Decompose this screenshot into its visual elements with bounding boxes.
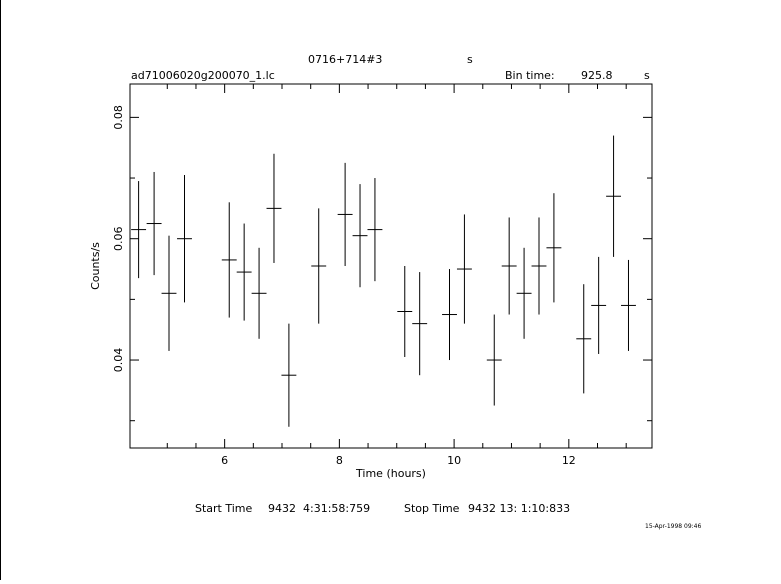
data-point (367, 178, 383, 282)
data-point (146, 171, 162, 276)
data-point (266, 153, 282, 263)
start-time-label: Start Time (195, 502, 253, 515)
source-unit: s (467, 53, 473, 66)
bin-time-unit: s (644, 69, 650, 82)
source-name: 0716+714#3 (308, 53, 382, 66)
axis-ticks (130, 84, 652, 448)
data-point (576, 284, 592, 394)
data-point (486, 314, 502, 406)
x-axis-label: Time (hours) (355, 467, 426, 480)
data-point (621, 259, 636, 351)
data-point (221, 202, 237, 318)
file-name: ad71006020g200070_1.lc (131, 69, 275, 82)
bin-time-value: 925.8 (581, 69, 613, 82)
date-stamp: 15-Apr-1998 09:46 (645, 523, 701, 530)
x-tick-label: 12 (562, 454, 576, 467)
data-point (177, 175, 192, 303)
data-point (352, 184, 368, 288)
data-point (516, 247, 532, 339)
data-point (131, 181, 147, 279)
data-point (337, 162, 353, 266)
data-point (606, 135, 622, 257)
data-point (161, 235, 177, 351)
y-axis-label: Counts/s (89, 242, 102, 290)
axis-tick-labels: 6 8 10 12 0.04 0.06 0.08 (112, 105, 576, 467)
data-point (251, 247, 267, 339)
stop-time-value: 9432 13: 1:10:833 (468, 502, 570, 515)
data-point (442, 269, 457, 361)
data-point (236, 223, 252, 321)
data-point (501, 217, 517, 315)
plot-frame (129, 83, 653, 449)
stop-time-label: Stop Time (404, 502, 460, 515)
data-point (412, 272, 428, 376)
data-point (281, 323, 297, 427)
data-points (131, 135, 636, 427)
start-time-value: 9432 4:31:58:759 (268, 502, 370, 515)
left-edge-rule (0, 0, 1, 580)
data-point (546, 193, 562, 303)
x-tick-label: 10 (447, 454, 461, 467)
bin-time-label: Bin time: (505, 69, 555, 82)
y-tick-label: 0.04 (112, 348, 125, 373)
data-point (591, 256, 607, 354)
data-point (311, 208, 327, 324)
x-tick-label: 8 (336, 454, 343, 467)
y-tick-label: 0.08 (112, 105, 125, 130)
data-point (456, 214, 472, 324)
y-tick-label: 0.06 (112, 226, 125, 251)
data-point (531, 217, 547, 315)
x-tick-label: 6 (221, 454, 228, 467)
data-point (397, 266, 413, 357)
